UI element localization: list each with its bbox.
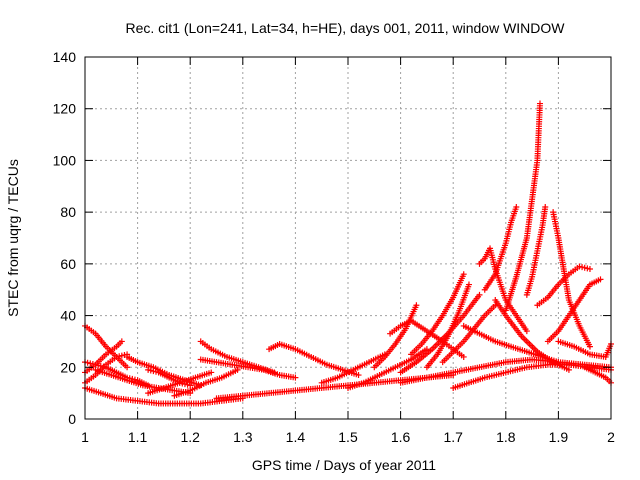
data-points xyxy=(82,100,614,407)
x-tick-label: 1.2 xyxy=(180,429,200,445)
data-point-marker xyxy=(147,367,154,374)
satellite-arc-series xyxy=(523,203,549,298)
y-tick-label: 20 xyxy=(60,359,76,375)
satellite-arc-series xyxy=(82,384,246,407)
satellite-arc-series xyxy=(82,351,131,386)
x-axis-title: GPS time / Days of year 2011 xyxy=(252,457,436,473)
data-point-marker xyxy=(181,381,188,388)
data-point-marker xyxy=(460,353,467,360)
data-point-marker xyxy=(184,381,191,388)
data-point-marker xyxy=(187,382,194,389)
data-point-marker xyxy=(555,359,562,366)
x-tick-label: 1.4 xyxy=(286,429,306,445)
data-point-marker xyxy=(87,360,94,367)
y-tick-label: 80 xyxy=(60,204,76,220)
satellite-arc-series xyxy=(476,245,530,335)
data-point-marker xyxy=(131,376,138,383)
chart-title: Rec. cit1 (Lon=241, Lat=34, h=HE), days … xyxy=(125,20,565,36)
satellite-arc-series xyxy=(423,281,472,371)
satellite-arc-series xyxy=(502,100,543,314)
x-tick-label: 1.6 xyxy=(391,429,411,445)
y-axis: 0 20 40 60 80 100 120 140 xyxy=(53,49,611,427)
data-point-marker xyxy=(597,276,604,283)
data-point-marker xyxy=(492,302,499,309)
y-tick-label: 0 xyxy=(68,411,76,427)
data-point-marker xyxy=(118,352,125,359)
data-point-marker xyxy=(536,100,543,107)
x-axis: 1 1.1 1.2 1.3 1.4 1.5 1.6 1.7 1.8 1.9 2 xyxy=(81,57,615,445)
satellite-arc-series xyxy=(550,209,593,350)
satellite-arc-series xyxy=(82,338,125,376)
data-point-marker xyxy=(413,302,420,309)
data-point-marker xyxy=(465,281,472,288)
x-tick-label: 1 xyxy=(81,429,89,445)
data-point-marker xyxy=(84,359,91,366)
data-point-marker xyxy=(579,264,586,271)
data-point-marker xyxy=(145,366,152,373)
data-point-marker xyxy=(292,374,299,381)
satellite-arc-series xyxy=(197,356,299,381)
satellite-arc-series xyxy=(408,271,467,358)
x-tick-label: 1.3 xyxy=(233,429,253,445)
x-tick-label: 1.5 xyxy=(338,429,358,445)
satellite-arc-series xyxy=(544,276,604,345)
satellite-arc-series xyxy=(460,322,562,366)
y-axis-title: STEC from uqrg / TECUs xyxy=(5,159,21,317)
data-point-marker xyxy=(208,369,215,376)
data-point-marker xyxy=(116,353,123,360)
data-point-marker xyxy=(234,366,241,373)
data-point-marker xyxy=(113,353,120,360)
data-point-marker xyxy=(586,343,593,350)
data-point-marker xyxy=(153,368,160,375)
x-tick-label: 1.7 xyxy=(443,429,463,445)
data-point-marker xyxy=(476,291,483,298)
satellite-arc-series xyxy=(555,338,614,360)
y-tick-label: 140 xyxy=(53,49,77,65)
satellite-arc-series xyxy=(581,364,614,386)
y-tick-label: 60 xyxy=(60,256,76,272)
data-point-marker xyxy=(565,366,572,373)
satellite-arc-series xyxy=(345,346,430,391)
data-point-marker xyxy=(129,375,136,382)
data-point-marker xyxy=(523,328,530,335)
satellite-arc-series xyxy=(397,356,614,386)
data-point-marker xyxy=(150,368,157,375)
y-tick-label: 120 xyxy=(53,101,77,117)
x-tick-label: 1.8 xyxy=(496,429,516,445)
x-tick-label: 2 xyxy=(607,429,615,445)
satellite-arc-series xyxy=(171,366,241,399)
x-tick-label: 1.1 xyxy=(128,429,148,445)
data-point-marker xyxy=(586,266,593,273)
satellite-arc-series xyxy=(145,369,215,397)
satellite-arc-series xyxy=(534,263,593,309)
data-point-marker xyxy=(460,271,467,278)
data-point-marker xyxy=(513,203,520,210)
satellite-arc-series xyxy=(481,203,520,293)
data-point-marker xyxy=(355,372,362,379)
data-point-marker xyxy=(584,265,591,272)
data-point-marker xyxy=(542,203,549,210)
y-tick-label: 40 xyxy=(60,308,76,324)
data-point-marker xyxy=(118,338,125,345)
y-tick-label: 100 xyxy=(53,152,77,168)
satellite-arc-series xyxy=(318,351,388,386)
data-point-marker xyxy=(124,364,131,371)
data-point-marker xyxy=(581,264,588,271)
data-point-marker xyxy=(576,263,583,270)
x-tick-label: 1.9 xyxy=(549,429,569,445)
